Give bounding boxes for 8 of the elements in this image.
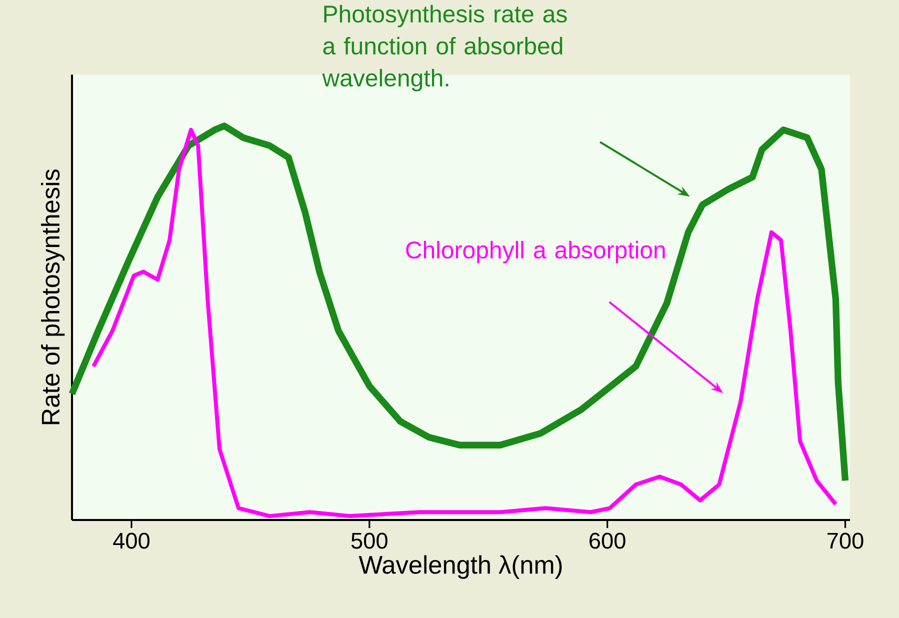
text: Photosynthesis rate as a function of absorbed wavelength. — [322, 4, 567, 92]
x-axis-title: Wavelength λ(nm) — [358, 555, 562, 579]
text: Chlorophyll a absorption — [406, 240, 665, 264]
x-tick-label: 500 — [351, 532, 388, 549]
x-tick-label: 400 — [113, 532, 150, 549]
x-tick-label: 700 — [828, 532, 864, 549]
x-tick-label: 600 — [590, 532, 626, 549]
y-axis-title: Rate of photosynthesis — [41, 169, 65, 424]
